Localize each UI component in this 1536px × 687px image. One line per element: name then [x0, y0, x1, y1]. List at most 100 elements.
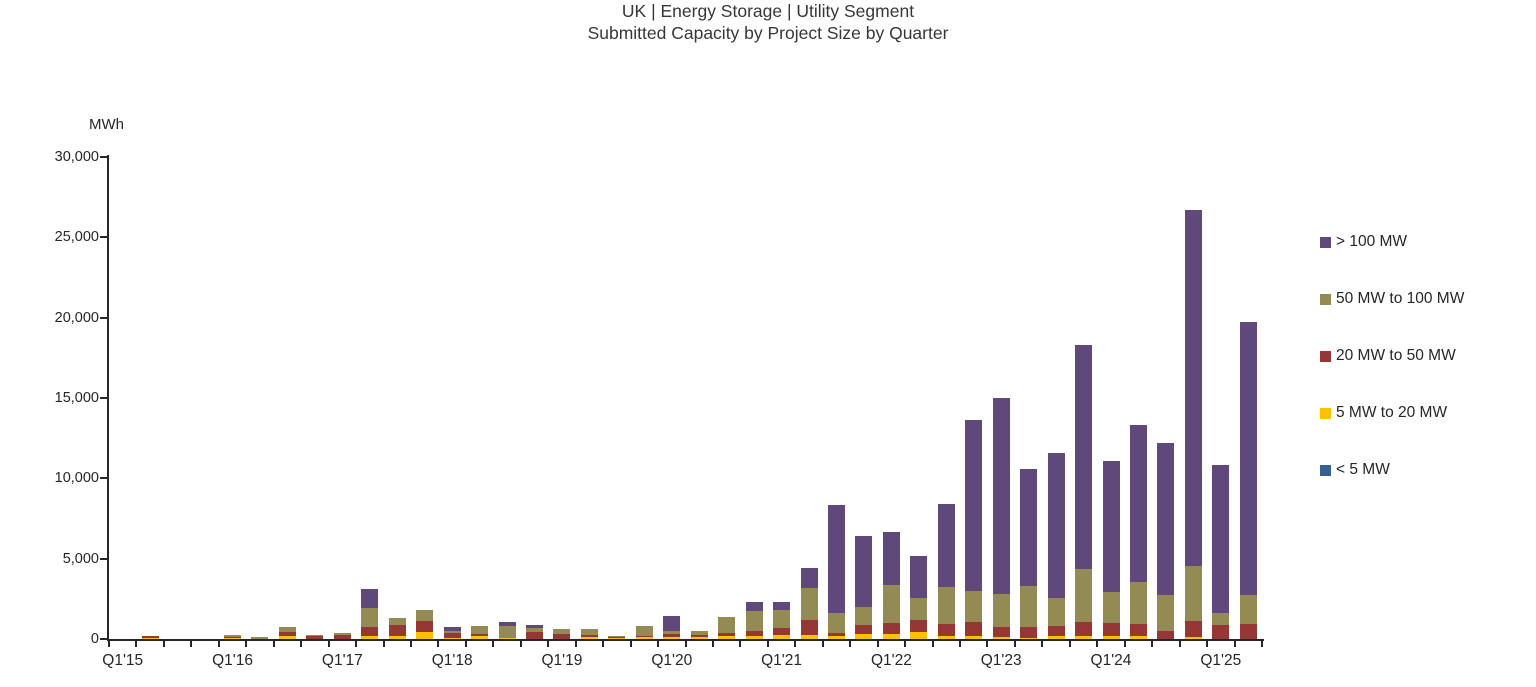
x-axis-tick — [464, 641, 467, 647]
bar-segment-Q2-21 — [800, 620, 818, 636]
x-axis-tick — [108, 641, 110, 647]
bar-segment-Q2-18 — [471, 636, 489, 639]
bar-segment-Q1-24 — [1102, 635, 1120, 639]
bar-segment-Q1-21 — [773, 635, 791, 639]
x-axis-tick — [272, 641, 275, 647]
x-axis-tick — [135, 641, 138, 647]
bar-segment-Q2-24 — [1129, 624, 1147, 637]
bar-segment-Q4-16 — [306, 635, 324, 639]
legend-label: < 5 MW — [1336, 461, 1390, 478]
x-axis-tick — [327, 641, 330, 647]
bar-segment-Q4-18 — [526, 625, 543, 628]
x-axis-tick — [602, 641, 605, 647]
y-axis-line — [107, 155, 109, 641]
bar-segment-Q4-20 — [745, 602, 763, 612]
bar-segment-Q2-25 — [1239, 322, 1257, 595]
x-axis-tick — [794, 641, 797, 647]
bar-segment-Q3-21 — [827, 612, 845, 633]
bar-segment-Q2-22 — [910, 632, 928, 639]
bar-segment-Q3-16 — [278, 636, 296, 639]
y-axis-tick-label: 20,000 — [54, 309, 99, 326]
x-axis-tick — [217, 641, 220, 647]
bar-segment-Q4-21 — [855, 536, 873, 608]
x-axis-tick — [547, 641, 550, 647]
y-axis-tick — [100, 156, 107, 158]
x-axis-tick — [409, 641, 412, 647]
y-axis-tick — [100, 477, 107, 480]
bar-segment-Q1-20 — [663, 636, 681, 639]
bar-segment-Q2-20 — [690, 636, 708, 639]
bar-segment-Q4-17 — [416, 620, 434, 632]
bar-segment-Q2-24 — [1129, 581, 1147, 625]
x-axis-tick — [986, 641, 989, 647]
bar-segment-Q3-24 — [1157, 442, 1175, 596]
bar-segment-Q4-23 — [1075, 568, 1093, 622]
legend-item: 20 MW to 50 MW — [1320, 347, 1456, 364]
bar-segment-Q3-22 — [937, 624, 955, 636]
bar-segment-Q1-23 — [992, 637, 1010, 639]
bar-segment-Q3-24 — [1157, 631, 1175, 639]
y-axis-tick — [100, 236, 107, 239]
legend-item: 50 MW to 100 MW — [1320, 290, 1464, 307]
bar-segment-Q1-22 — [882, 585, 900, 623]
bar-segment-Q2-15 — [141, 636, 159, 639]
bar-segment-Q2-22 — [910, 620, 928, 633]
x-axis-tick — [1178, 641, 1181, 647]
bar-segment-Q3-19 — [608, 635, 626, 638]
bar-segment-Q2-25 — [1239, 594, 1257, 624]
legend-swatch — [1320, 464, 1331, 476]
bar-segment-Q1-20 — [663, 631, 681, 635]
bar-segment-Q2-18 — [471, 626, 489, 634]
bar-segment-Q3-17 — [388, 625, 406, 636]
legend-label: 20 MW to 50 MW — [1336, 347, 1456, 364]
x-axis-tick-label: Q1'20 — [651, 652, 693, 669]
bar-segment-Q3-20 — [718, 616, 736, 634]
bar-segment-Q1-18 — [443, 631, 461, 634]
bar-segment-Q2-25 — [1239, 623, 1257, 639]
bar-segment-Q1-25 — [1212, 625, 1230, 639]
bar-segment-Q4-17 — [416, 631, 434, 639]
y-axis-tick-label: 15,000 — [54, 390, 99, 406]
bar-segment-Q1-24 — [1102, 622, 1120, 636]
x-axis-tick — [821, 641, 824, 647]
x-axis-tick-label: Q1'18 — [431, 652, 473, 669]
x-axis-tick — [739, 641, 742, 647]
x-axis-tick — [300, 641, 303, 647]
legend-swatch — [1320, 293, 1331, 305]
bar-segment-Q4-24 — [1184, 637, 1202, 639]
bar-segment-Q3-21 — [827, 636, 845, 639]
x-axis-tick-label: Q1'22 — [870, 652, 912, 669]
legend-label: 5 MW to 20 MW — [1336, 404, 1448, 421]
bar-segment-Q1-16 — [224, 638, 242, 639]
bar-segment-Q4-18 — [526, 627, 543, 633]
bar-segment-Q1-18 — [443, 627, 461, 632]
bar-segment-Q1-23 — [992, 398, 1010, 595]
bar-segment-Q4-22 — [965, 636, 983, 639]
y-axis-tick — [100, 397, 107, 399]
bar-segment-Q4-17 — [416, 610, 434, 621]
bar-segment-Q2-21 — [800, 568, 818, 588]
bar-segment-Q2-22 — [910, 597, 928, 621]
bar-segment-Q2-17 — [361, 635, 379, 639]
x-axis-tick — [931, 641, 934, 647]
bar-segment-Q1-22 — [882, 634, 900, 639]
bar-segment-Q4-20 — [745, 611, 763, 632]
x-axis-tick — [437, 641, 440, 647]
bar-segment-Q4-23 — [1075, 621, 1093, 636]
bar-segment-Q4-19 — [635, 635, 653, 638]
legend-swatch — [1320, 236, 1331, 248]
x-axis-tick — [766, 641, 769, 647]
x-axis-tick-label: Q1'16 — [212, 652, 253, 669]
bar-segment-Q2-19 — [580, 637, 598, 639]
bar-segment-Q2-15 — [141, 638, 159, 639]
y-axis-tick-label: 5,000 — [62, 550, 99, 567]
bar-segment-Q3-20 — [718, 633, 736, 637]
bar-segment-Q1-21 — [773, 627, 791, 636]
bar-segment-Q2-17 — [361, 589, 379, 609]
x-axis-tick — [1041, 641, 1044, 647]
bar-segment-Q3-16 — [278, 632, 296, 637]
x-axis-tick-label: Q1'15 — [102, 652, 144, 669]
bar-segment-Q1-24 — [1102, 592, 1120, 623]
bar-segment-Q4-22 — [965, 622, 983, 637]
bar-segment-Q4-23 — [1075, 344, 1093, 569]
